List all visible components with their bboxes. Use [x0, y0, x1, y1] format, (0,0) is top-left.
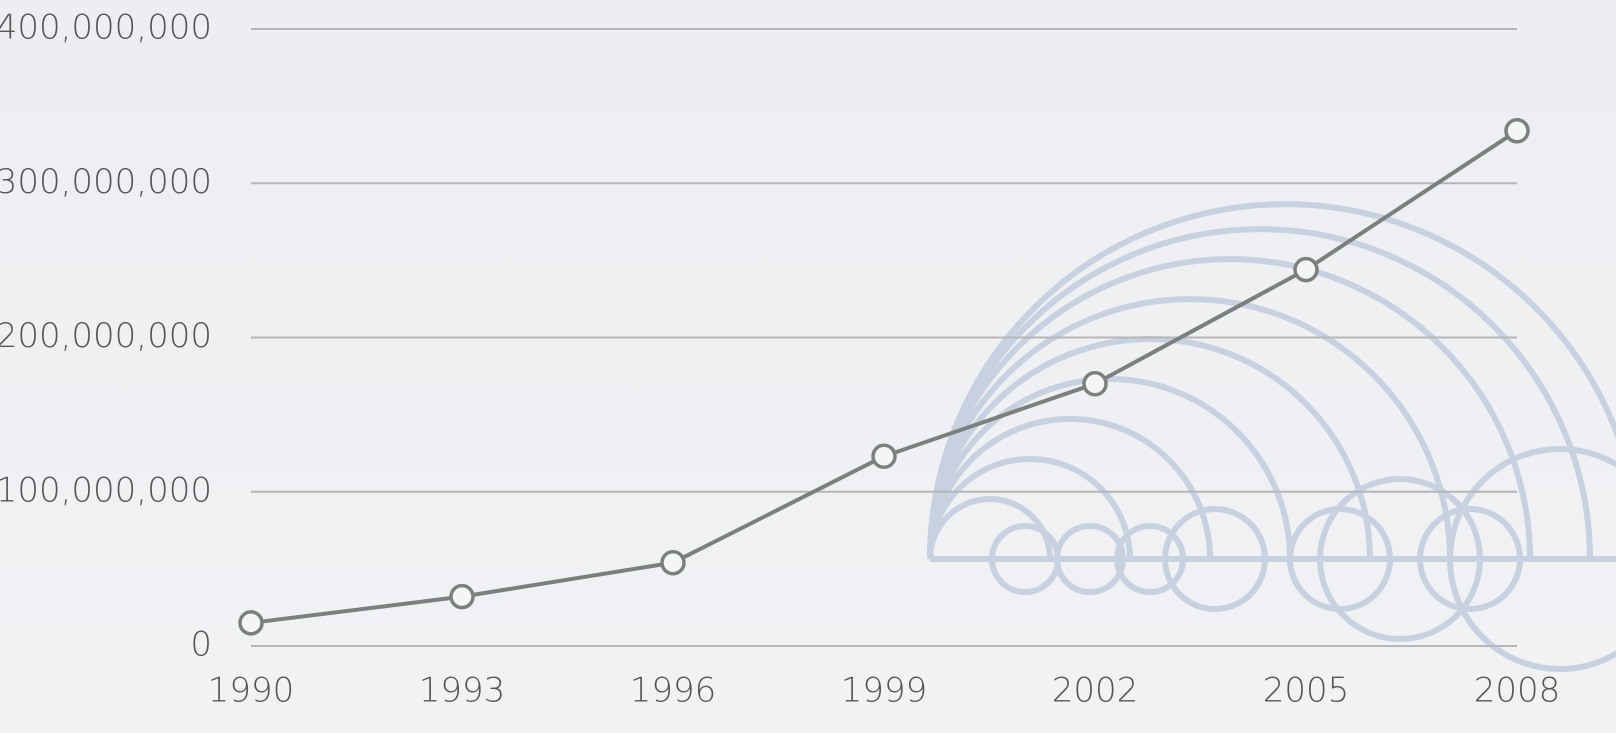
x-tick-label: 1993 — [419, 671, 506, 711]
point — [238, 610, 264, 636]
x-tick-label: 1999 — [841, 671, 928, 711]
point — [871, 443, 897, 470]
y-tick-label: 200,000,000 — [0, 316, 212, 356]
y-tick-label: 100,000,000 — [0, 470, 212, 510]
y-tick-label: 0 — [190, 625, 212, 665]
x-tick-label: 1990 — [208, 671, 295, 711]
point — [1082, 371, 1108, 397]
y-tick-label: 300,000,000 — [0, 162, 212, 202]
point — [449, 583, 475, 610]
x-tick-label: 1996 — [630, 671, 717, 711]
point — [660, 549, 686, 576]
point — [1293, 256, 1319, 283]
x-tick-label: 2002 — [1052, 671, 1139, 711]
point — [1504, 118, 1530, 144]
y-tick-label: 400,000,000 — [0, 8, 212, 48]
x-tick-label: 2008 — [1474, 671, 1561, 711]
x-tick-label: 2005 — [1263, 671, 1350, 711]
background-decoration — [927, 201, 1616, 672]
